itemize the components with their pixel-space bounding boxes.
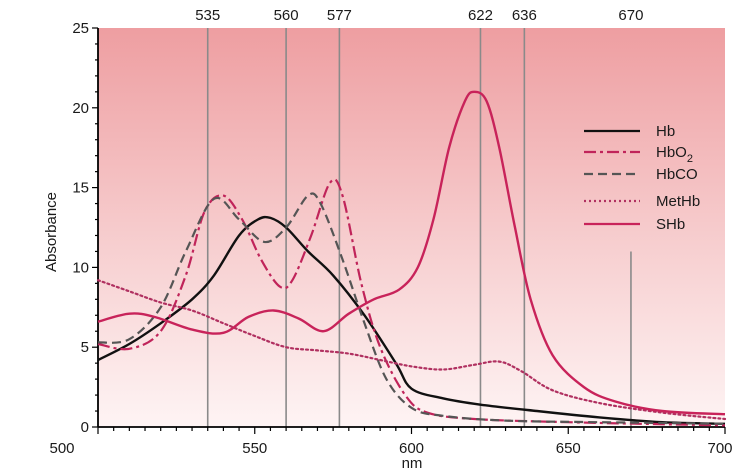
- legend-label-methb: MetHb: [656, 193, 700, 210]
- x-tick-label: 600: [399, 440, 424, 457]
- y-tick-label: 10: [72, 259, 89, 276]
- wavelength-label-560: 560: [274, 7, 299, 24]
- y-tick-label: 0: [81, 419, 89, 436]
- legend-label-hbco: HbCO: [656, 166, 698, 183]
- series-line-shb: [97, 90, 726, 416]
- wavelength-label-535: 535: [195, 7, 220, 24]
- legend-label-hb: Hb: [656, 123, 675, 140]
- wavelength-label-636: 636: [512, 7, 537, 24]
- wavelength-label-622: 622: [468, 7, 493, 24]
- series-line-hbco: [97, 192, 726, 425]
- axes: 0 5 10 15 20 25 500 550 600 650 700: [49, 20, 732, 457]
- y-tick-label: 20: [72, 100, 89, 117]
- x-tick-label: 550: [242, 440, 267, 457]
- x-axis-title: nm: [402, 455, 423, 472]
- x-tick-label: 700: [707, 440, 732, 457]
- legend-label-hbo2: HbO2: [656, 144, 693, 165]
- plot-background: [98, 28, 725, 427]
- wavelength-labels: 535 560 577 622 636 670: [195, 7, 643, 24]
- y-tick-label: 25: [72, 20, 89, 37]
- wavelength-label-577: 577: [327, 7, 352, 24]
- legend-label-shb: SHb: [656, 216, 685, 233]
- wavelength-label-670: 670: [618, 7, 643, 24]
- series-line-hbo2: [97, 178, 726, 427]
- x-tick-label: 500: [49, 440, 74, 457]
- series-line-methb: [96, 279, 727, 421]
- x-tick-label: 650: [556, 440, 581, 457]
- series-lines: [96, 90, 727, 427]
- y-tick-label: 15: [72, 180, 89, 197]
- y-axis-title: Absorbance: [43, 192, 60, 272]
- series-line-hb: [97, 215, 726, 425]
- y-tick-label: 5: [81, 339, 89, 356]
